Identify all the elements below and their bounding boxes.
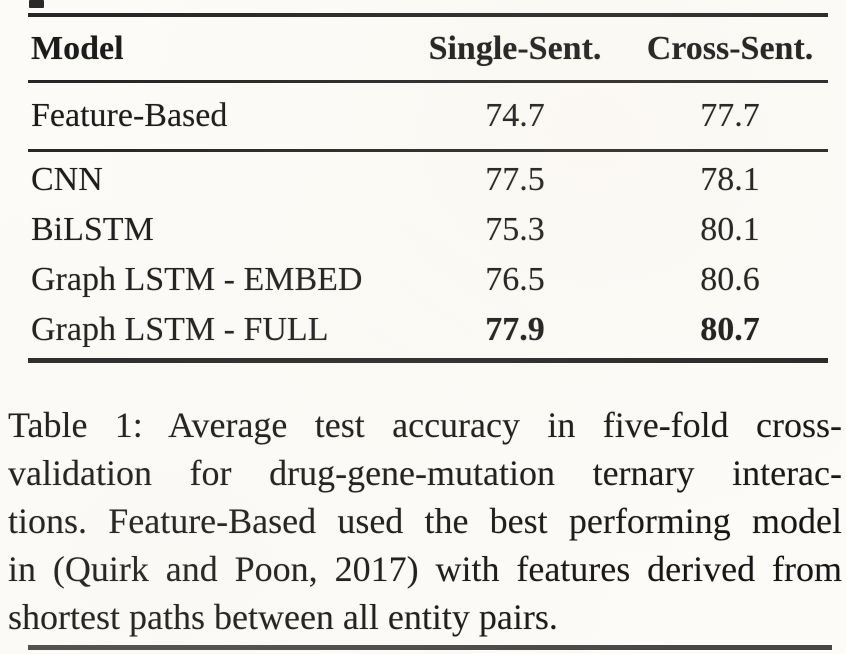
table-bottom-rule xyxy=(28,358,828,363)
single-sent-cell: 76.5 xyxy=(485,261,545,298)
cross-sent-cell: 80.6 xyxy=(700,261,760,298)
cropped-text-artifact xyxy=(29,0,44,8)
table-row: Graph LSTM - EMBED 76.5 80.6 xyxy=(28,255,828,305)
table-caption: Table 1: Average test accuracy in five-f… xyxy=(8,401,842,641)
table-row: BiLSTM 75.3 80.1 xyxy=(28,205,828,255)
cross-sent-cell: 80.1 xyxy=(700,211,760,248)
table-row: CNN 77.5 78.1 xyxy=(28,155,828,205)
model-cell: Graph LSTM - EMBED xyxy=(31,261,363,298)
table-mid-rule-1 xyxy=(28,80,828,83)
single-sent-cell: 74.7 xyxy=(485,97,545,134)
table-header-row: Model Single-Sent. Cross-Sent. xyxy=(28,17,828,80)
table-mid-rule-2 xyxy=(28,149,828,152)
next-content-top-rule xyxy=(28,645,832,650)
single-sent-cell: 77.5 xyxy=(485,161,545,198)
table-top-rule xyxy=(28,13,828,17)
caption-line: in (Quirk and Poon, 2017) with features … xyxy=(8,549,842,589)
single-sent-cell: 77.9 xyxy=(485,311,545,348)
table-row: Feature-Based 74.7 77.7 xyxy=(28,83,828,149)
model-cell: CNN xyxy=(31,161,103,198)
column-header-cross-sent: Cross-Sent. xyxy=(646,29,814,67)
column-header-model: Model xyxy=(31,29,124,67)
table-row: Graph LSTM - FULL 77.9 80.7 xyxy=(28,305,828,355)
caption-line: validation for drug-gene-mutation ternar… xyxy=(8,453,842,493)
cross-sent-cell: 77.7 xyxy=(700,97,760,134)
model-cell: BiLSTM xyxy=(31,211,154,248)
cross-sent-cell: 80.7 xyxy=(700,311,760,348)
table-body-group: CNN 77.5 78.1 BiLSTM 75.3 80.1 Graph LST… xyxy=(28,152,828,358)
caption-line: Table 1: Average test accuracy in five-f… xyxy=(8,405,842,445)
caption-line: shortest paths between all entity pairs. xyxy=(8,597,558,637)
column-header-single-sent: Single-Sent. xyxy=(428,29,602,67)
single-sent-cell: 75.3 xyxy=(485,211,545,248)
model-cell: Graph LSTM - FULL xyxy=(31,311,329,348)
model-cell: Feature-Based xyxy=(31,97,228,134)
results-table: Model Single-Sent. Cross-Sent. Feature-B… xyxy=(28,13,828,363)
cross-sent-cell: 78.1 xyxy=(700,161,760,198)
caption-line: tions. Feature-Based used the best perfo… xyxy=(8,501,842,541)
